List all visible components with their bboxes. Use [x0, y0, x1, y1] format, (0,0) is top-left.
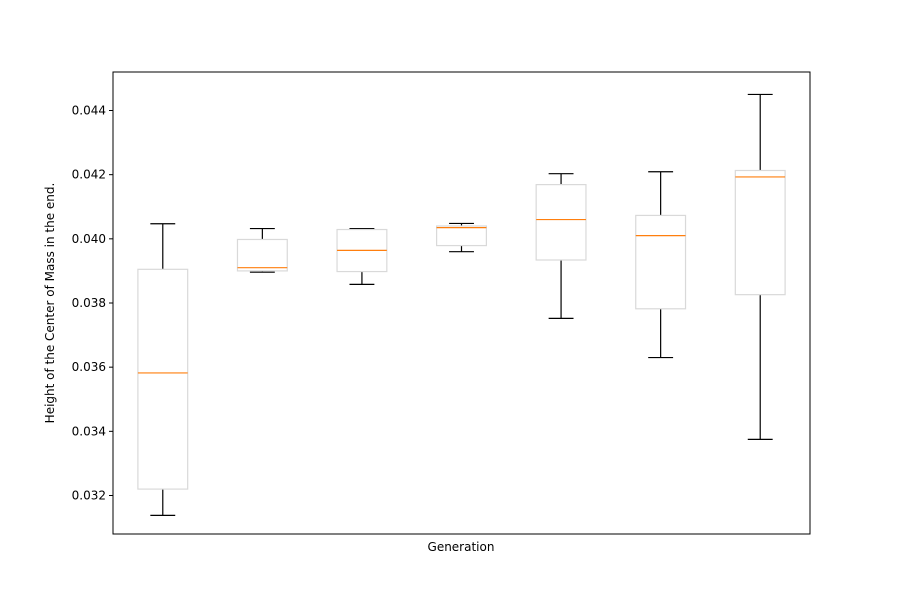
axes-frame — [112, 71, 811, 535]
box-group-6 — [635, 171, 687, 359]
box-group-5 — [535, 173, 587, 319]
y-tick-label: 0.038 — [72, 296, 106, 310]
plot-area — [137, 93, 786, 516]
box-group-7 — [734, 93, 786, 440]
box — [734, 169, 786, 296]
box-group-3 — [336, 227, 388, 285]
y-tick-label: 0.044 — [72, 104, 106, 118]
y-tick-label: 0.040 — [72, 232, 106, 246]
box — [137, 268, 189, 490]
box-group-1 — [137, 223, 189, 516]
box — [535, 184, 587, 261]
y-tick-label: 0.032 — [72, 489, 106, 503]
y-axis: 0.032 0.034 0.036 0.038 0.040 0.042 0.044 — [72, 104, 113, 503]
box-group-2 — [236, 227, 288, 273]
box-group-4 — [436, 222, 487, 253]
box — [635, 214, 687, 310]
y-axis-label: Height of the Center of Mass in the end. — [43, 183, 57, 424]
y-tick-label: 0.042 — [72, 168, 106, 182]
x-axis-label: Generation — [428, 540, 495, 554]
y-tick-label: 0.034 — [72, 424, 106, 438]
box — [436, 225, 487, 247]
box — [236, 238, 288, 272]
y-tick-label: 0.036 — [72, 360, 106, 374]
